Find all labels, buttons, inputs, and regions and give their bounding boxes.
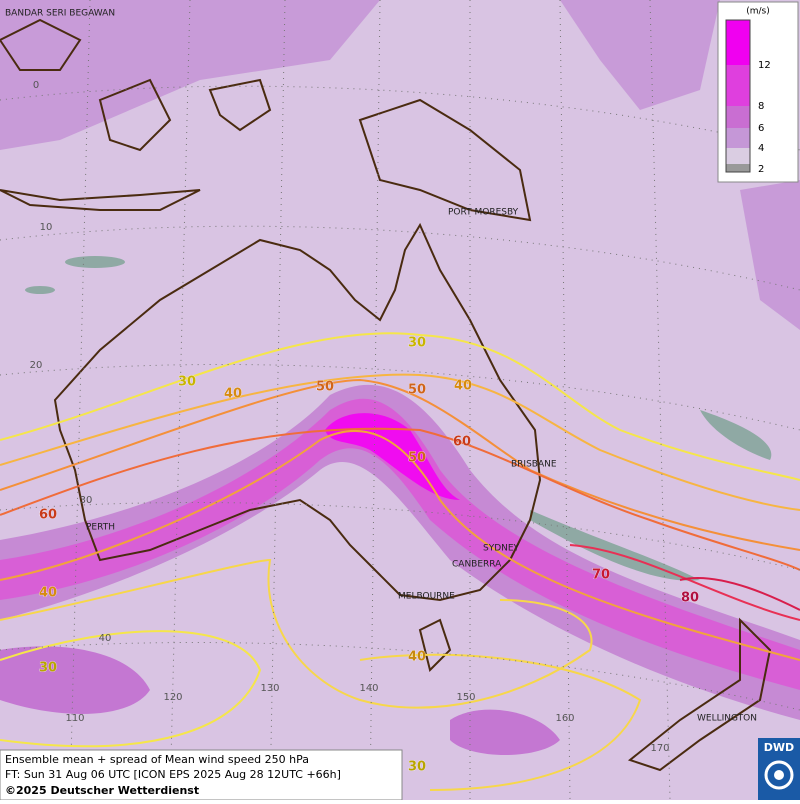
legend-tick-label: 4 bbox=[758, 143, 764, 154]
lat-label: 20 bbox=[30, 360, 43, 371]
contour-label: 40 bbox=[408, 650, 426, 665]
contour-label: 80 bbox=[681, 591, 699, 606]
contour-label: 30 bbox=[178, 375, 196, 390]
lon-label: 150 bbox=[456, 692, 475, 703]
place-label: BRISBANE bbox=[511, 460, 557, 470]
contour-label: 60 bbox=[453, 435, 471, 450]
contour-label: 50 bbox=[316, 380, 334, 395]
lat-label: 0 bbox=[33, 80, 39, 91]
legend-tick-label: 2 bbox=[758, 164, 764, 175]
contour-label: 30 bbox=[408, 760, 426, 775]
lon-label: 170 bbox=[650, 743, 669, 754]
contour-label: 70 bbox=[592, 568, 610, 583]
footer-line: Ensemble mean + spread of Mean wind spee… bbox=[5, 753, 309, 766]
contour-label: 50 bbox=[408, 383, 426, 398]
place-label: SYDNEY bbox=[483, 544, 520, 554]
lon-label: 120 bbox=[163, 692, 182, 703]
lon-label: 130 bbox=[260, 683, 279, 694]
lon-label: 160 bbox=[555, 713, 574, 724]
lat-label: 40 bbox=[99, 633, 112, 644]
legend-tick-label: 12 bbox=[758, 60, 771, 71]
contour-label: 30 bbox=[39, 661, 57, 676]
contours bbox=[0, 332, 800, 791]
place-label: PERTH bbox=[86, 523, 115, 533]
lon-label: 140 bbox=[359, 683, 378, 694]
place-label: WELLINGTON bbox=[697, 714, 757, 724]
contour-label: 40 bbox=[39, 586, 57, 601]
legend-unit: (m/s) bbox=[746, 7, 770, 17]
lat-label: 30 bbox=[80, 495, 93, 506]
legend-tick-label: 6 bbox=[758, 123, 764, 134]
contour-label: 40 bbox=[224, 387, 242, 402]
place-label: PORT MORESBY bbox=[448, 208, 519, 218]
lat-label: 10 bbox=[40, 222, 53, 233]
place-label: CANBERRA bbox=[452, 560, 502, 570]
logo-text: DWD bbox=[764, 741, 794, 754]
footer-line: FT: Sun 31 Aug 06 UTC [ICON EPS 2025 Aug… bbox=[5, 768, 341, 781]
contour-label: 30 bbox=[408, 336, 426, 351]
legend: (m/s) 12 8 6 4 2 bbox=[717, 1, 799, 183]
footer: Ensemble mean + spread of Mean wind spee… bbox=[0, 749, 403, 801]
contour-label: 40 bbox=[454, 379, 472, 394]
place-label: MELBOURNE bbox=[398, 592, 455, 602]
legend-tick-label: 8 bbox=[758, 101, 764, 112]
logo: DWD bbox=[758, 738, 800, 800]
coastlines bbox=[0, 18, 772, 772]
spread-fields bbox=[0, 0, 800, 755]
contour-label: 60 bbox=[39, 508, 57, 523]
copyright: ©2025 Deutscher Wetterdienst bbox=[5, 784, 199, 797]
place-label: BANDAR SERI BEGAWAN bbox=[5, 9, 115, 19]
contour-label: 50 bbox=[408, 451, 426, 466]
lon-label: 110 bbox=[65, 713, 84, 724]
